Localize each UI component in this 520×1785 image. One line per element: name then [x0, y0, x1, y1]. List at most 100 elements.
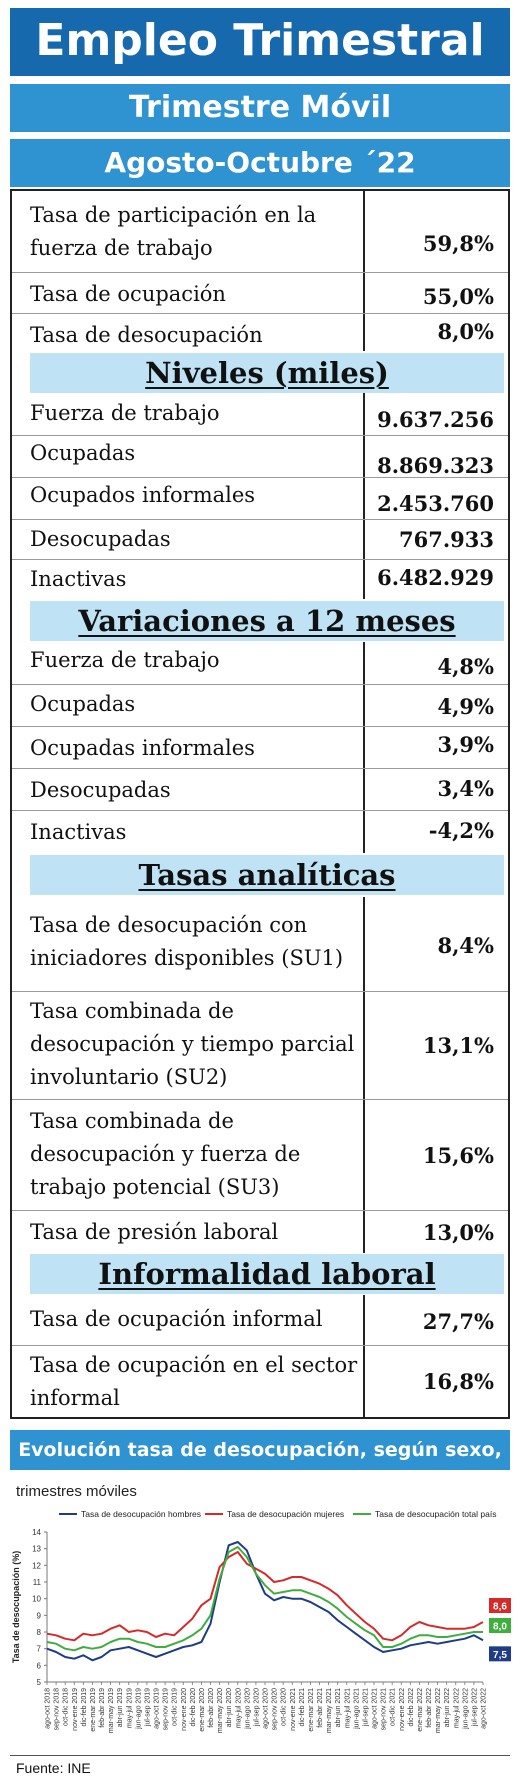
- row-label: Tasa combinada de desocupación y tiempo …: [30, 999, 355, 1089]
- x-tick-label: jul-sep 2020: [253, 1688, 260, 1727]
- row-value: 6.482.929: [377, 565, 494, 590]
- x-tick-label: sep-nov 2021: [381, 1688, 388, 1731]
- row-value: 3,9%: [437, 732, 495, 757]
- x-tick-label: ago-oct 2020: [263, 1688, 270, 1729]
- row-label: Tasa de presión laboral: [30, 1220, 279, 1244]
- unemployment-line-chart: Tasa de desocupación hombres Tasa de deso…: [11, 1509, 511, 1733]
- table-row: Tasa de ocupación 55,0%: [10, 272, 510, 312]
- row-value: 59,8%: [422, 231, 494, 256]
- row-value: 4,8%: [437, 654, 495, 679]
- table-row: Tasa de ocupación en el sector informal …: [10, 1345, 510, 1417]
- row-label: Inactivas: [30, 820, 127, 844]
- row-label: Ocupadas informales: [30, 736, 255, 760]
- x-tick-label: nov-ene 2019: [72, 1688, 79, 1731]
- table-row: Ocupadas 4,9%: [10, 684, 510, 726]
- y-tick-label: 9: [37, 1611, 42, 1620]
- y-tick-label: 8: [37, 1628, 42, 1637]
- chart-subtitle: trimestres móviles: [16, 1483, 137, 1500]
- x-tick-label: sep-nov 2019: [163, 1688, 170, 1731]
- x-tick-label: ene-mar 2020: [199, 1688, 206, 1732]
- column-divider: [363, 1295, 365, 1417]
- y-tick-label: 7: [37, 1645, 42, 1654]
- x-tick-label: ago-oct 2018: [45, 1688, 52, 1729]
- x-tick-label: ago-oct 2021: [372, 1688, 379, 1729]
- row-label: Ocupadas: [30, 692, 136, 716]
- x-tick-label: dic-feb 2019: [81, 1688, 88, 1727]
- x-tick-label: mar-may 2021: [326, 1688, 333, 1733]
- row-value: 767.933: [399, 527, 494, 552]
- row-label: Desocupadas: [30, 527, 171, 551]
- divider: [12, 313, 508, 314]
- x-tick-label: abr-jun 2022: [444, 1688, 451, 1727]
- row-value: 13,1%: [422, 1033, 494, 1058]
- divider: [12, 991, 508, 992]
- column-divider: [363, 393, 365, 599]
- table-row: Ocupados informales 2.453.760: [10, 477, 510, 519]
- x-tick-label: jul-sep 2022: [471, 1688, 478, 1727]
- x-tick-label: mar-may 2022: [435, 1688, 442, 1733]
- x-tick-label: ene-mar 2021: [308, 1688, 315, 1732]
- x-tick-label: mar-may 2019: [108, 1688, 115, 1733]
- row-value: 8.869.323: [377, 453, 494, 478]
- divider: [12, 559, 508, 560]
- y-tick-label: 10: [32, 1595, 41, 1604]
- row-label: Ocupadas: [30, 441, 136, 465]
- column-divider: [363, 642, 365, 853]
- legend-label: Tasa de desocupación hombres: [81, 1509, 201, 1519]
- row-label: Tasa de participación en la fuerza de tr…: [30, 203, 317, 260]
- section-heading-niveles: Niveles (miles): [30, 353, 504, 393]
- chart-title: Evolución tasa de desocupación, según se…: [10, 1430, 510, 1501]
- table-row: Tasa de presión laboral 13,0%: [10, 1210, 510, 1253]
- row-value: 13,0%: [422, 1220, 494, 1245]
- x-tick-label: feb-abr 2020: [208, 1688, 215, 1728]
- row-label: Fuerza de trabajo: [30, 648, 220, 672]
- row-label: Tasa de desocupación con iniciadores dis…: [30, 913, 344, 970]
- x-tick-label: jun-ago 2020: [244, 1688, 251, 1730]
- column-divider: [363, 191, 365, 351]
- x-tick-label: sep-nov 2020: [272, 1688, 279, 1731]
- x-tick-label: feb-abr 2019: [99, 1688, 106, 1728]
- row-value: 8,4%: [437, 933, 495, 958]
- x-tick-label: jun-ago 2021: [353, 1688, 360, 1730]
- divider: [12, 519, 508, 520]
- x-tick-label: jun-ago 2022: [462, 1688, 469, 1730]
- x-tick-label: dic-feb 2021: [299, 1688, 306, 1727]
- x-tick-label: ene-mar 2022: [417, 1688, 424, 1732]
- row-label: Inactivas: [30, 567, 127, 591]
- table-row: Tasa de desocupación con iniciadores dis…: [10, 897, 510, 991]
- x-tick-label: sep-nov 2018: [54, 1688, 61, 1731]
- divider: [12, 684, 508, 685]
- row-label: Tasa de desocupación: [30, 323, 263, 347]
- row-value: 15,6%: [422, 1143, 494, 1168]
- x-tick-label: may-jul 2022: [453, 1688, 460, 1728]
- series-line: [46, 1541, 484, 1662]
- row-value: -4,2%: [428, 818, 494, 843]
- table-row: Tasa de ocupación informal 27,7%: [10, 1295, 510, 1345]
- table-row: Fuerza de trabajo 4,8%: [10, 642, 510, 684]
- x-tick-label: ene-mar 2019: [90, 1688, 97, 1732]
- table-row: Inactivas -4,2%: [10, 810, 510, 853]
- divider: [12, 1099, 508, 1100]
- divider: [12, 768, 508, 769]
- x-tick-label: ago-oct 2019: [154, 1688, 161, 1729]
- x-tick-label: may-jul 2019: [126, 1688, 133, 1728]
- divider: [12, 1345, 508, 1346]
- x-tick-label: ago-oct 2022: [481, 1688, 488, 1729]
- end-value-label: 8,0: [493, 1622, 507, 1633]
- section-heading-text: Informalidad laboral: [98, 1257, 436, 1291]
- divider: [12, 1210, 508, 1211]
- row-label: Ocupados informales: [30, 483, 256, 507]
- table-row: Tasa combinada de desocupación y tiempo …: [10, 991, 510, 1099]
- table-row: Tasa de desocupación 8,0%: [10, 313, 510, 351]
- column-divider: [363, 897, 365, 1253]
- divider: [12, 810, 508, 811]
- x-tick-label: abr-jun 2020: [226, 1688, 233, 1727]
- x-tick-label: oct-dic 2021: [390, 1688, 397, 1726]
- y-tick-label: 5: [37, 1678, 42, 1687]
- row-value: 55,0%: [422, 284, 494, 309]
- row-label: Tasa de ocupación en el sector informal: [30, 1353, 358, 1410]
- row-value: 27,7%: [422, 1309, 494, 1334]
- x-tick-label: nov-ene 2020: [181, 1688, 188, 1731]
- y-tick-label: 6: [37, 1661, 42, 1670]
- x-tick-label: jul-sep 2019: [144, 1688, 151, 1727]
